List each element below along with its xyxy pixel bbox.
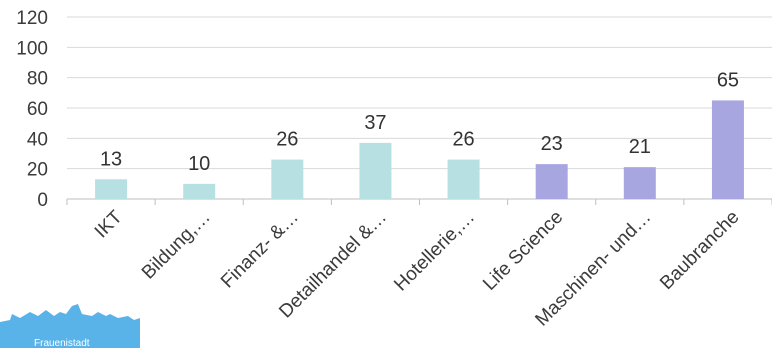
bar: [711, 100, 744, 199]
category-label: Finanz- &…: [217, 207, 303, 293]
category-label: Hotellerie,…: [390, 207, 479, 296]
data-label: 26: [276, 129, 298, 151]
data-label: 10: [188, 153, 210, 175]
bar: [535, 164, 568, 199]
category-label: Baubranche: [656, 207, 743, 294]
bar: [183, 183, 216, 199]
bar: [623, 167, 656, 199]
skyline-logo-shape: [0, 304, 140, 348]
data-label: 65: [717, 69, 739, 91]
category-label: IKT: [91, 206, 127, 242]
data-label: 26: [452, 129, 474, 151]
y-tick-label: 100: [16, 38, 48, 59]
y-tick-label: 20: [27, 160, 48, 181]
y-tick-label: 60: [27, 99, 48, 120]
category-labels: IKT Bildung,… Finanz- &…Detailhandel &… Hot…: [91, 206, 744, 330]
bar: [359, 142, 392, 199]
data-labels: 13 10 26 37 26 23 21 65: [100, 69, 739, 174]
data-label: 23: [541, 133, 563, 155]
y-tick-label: 40: [27, 129, 48, 150]
y-tick-label: 80: [27, 69, 48, 90]
y-tick-label: 120: [16, 8, 48, 29]
y-tick-label: 0: [37, 190, 48, 211]
category-label: Life Science: [479, 207, 567, 295]
bar: [271, 159, 304, 199]
data-label: 13: [100, 148, 122, 170]
logo-text: Frauenistadt: [34, 338, 90, 348]
category-label: Bildung,…: [138, 207, 215, 284]
bar: [95, 179, 128, 199]
city-logo: Frauenistadt: [0, 304, 140, 348]
bar: [447, 159, 480, 199]
y-axis-ticks: 0 20 40 60 80 100 120: [16, 8, 48, 211]
data-label: 21: [629, 136, 651, 158]
bars: [95, 100, 744, 199]
data-label: 37: [364, 112, 386, 134]
gridlines: [66, 16, 772, 205]
